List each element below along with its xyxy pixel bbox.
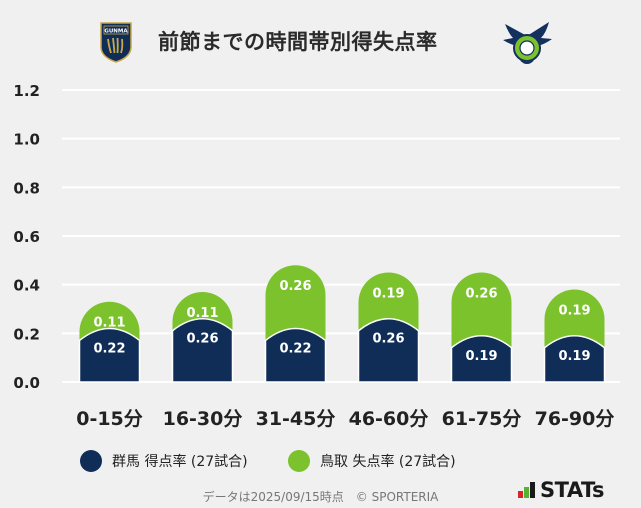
legend-swatch-gunma	[80, 450, 102, 472]
bars-layer: 0.11 0.22 0.11 0.26 0.26 0.22 0.19 0.26 0.26 0.19…	[78, 265, 606, 383]
y-tick-label: 0.0	[13, 374, 40, 392]
x-axis-ticks: 0-15分 16-30分 31-45分 46-60分 61-75分 76-90分	[76, 408, 614, 430]
stats-logo: STATs	[518, 478, 604, 502]
bar-gunma	[171, 318, 234, 383]
data-label-tottori: 0.11	[93, 316, 125, 331]
y-tick-label: 1.0	[13, 131, 40, 149]
data-label-gunma: 0.26	[372, 332, 404, 347]
chart-header: GUNMA 前節までの時間帯別得失点率	[0, 0, 641, 70]
x-tick-label: 16-30分	[163, 408, 243, 430]
bar-gunma	[543, 335, 606, 383]
data-source-note: データは2025/09/15時点 © SPORTERIA	[202, 490, 439, 504]
legend-item-tottori: 鳥取 失点率 (27試合)	[288, 450, 456, 472]
tottori-emblem-icon	[503, 22, 552, 64]
bar-gunma	[78, 327, 141, 383]
x-tick-label: 46-60分	[349, 408, 429, 430]
data-label-gunma: 0.19	[465, 349, 497, 364]
x-tick-label: 76-90分	[535, 408, 615, 430]
gunma-emblem-icon: GUNMA	[100, 22, 132, 63]
data-label-gunma: 0.22	[93, 341, 125, 356]
x-tick-label: 31-45分	[256, 408, 336, 430]
data-label-gunma: 0.22	[279, 341, 311, 356]
legend-swatch-tottori	[288, 450, 310, 472]
bar-gunma	[357, 318, 420, 383]
data-label-tottori: 0.19	[372, 287, 404, 302]
x-tick-label: 0-15分	[76, 408, 143, 430]
y-tick-label: 0.8	[13, 179, 40, 197]
page-title: 前節までの時間帯別得失点率	[158, 30, 438, 54]
bar-gunma	[264, 327, 327, 383]
legend-label-gunma: 群馬 得点率 (27試合)	[112, 454, 248, 470]
y-tick-label: 0.2	[13, 325, 40, 343]
stats-logo-icon	[518, 482, 536, 498]
bar-chart: 0.00.20.40.60.81.01.2 0.110.220.110.260.…	[13, 82, 620, 430]
data-label-gunma: 0.19	[558, 349, 590, 364]
y-tick-label: 0.4	[13, 277, 40, 295]
x-tick-label: 61-75分	[442, 408, 522, 430]
legend-label-tottori: 鳥取 失点率 (27試合)	[320, 454, 456, 470]
data-label-tottori: 0.11	[186, 306, 218, 321]
stats-brand-text: STATs	[540, 478, 604, 502]
data-label-tottori: 0.26	[279, 279, 311, 294]
data-label-tottori: 0.26	[465, 287, 497, 302]
y-axis-ticks: 0.0 0.2 0.4 0.6 0.8 1.0 1.2	[13, 82, 40, 392]
bar-gunma	[450, 335, 513, 383]
gunma-emblem-text: GUNMA	[104, 29, 128, 35]
legend-item-gunma: 群馬 得点率 (27試合)	[80, 450, 248, 472]
y-tick-label: 1.2	[13, 82, 40, 100]
grid-layer	[62, 89, 620, 383]
data-label-tottori: 0.19	[558, 304, 590, 319]
y-tick-label: 0.6	[13, 228, 40, 246]
data-label-gunma: 0.26	[186, 332, 218, 347]
